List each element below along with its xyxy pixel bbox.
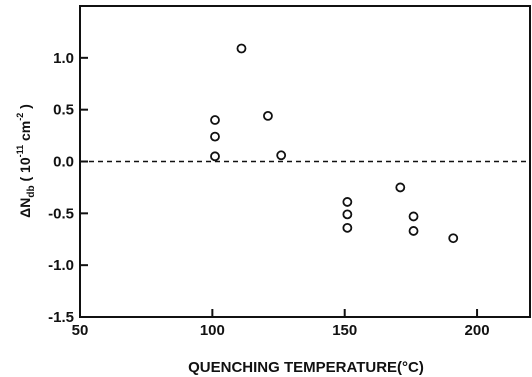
y-axis-title-prefix: ΔN — [17, 198, 33, 218]
data-point — [263, 110, 273, 121]
y-tick-label: 0.5 — [53, 102, 74, 119]
x-axis-ticks: 50 100 150 200 — [72, 309, 490, 339]
data-point — [408, 226, 419, 236]
data-point — [210, 131, 220, 142]
y-tick-label: -1.5 — [48, 309, 74, 326]
data-point — [276, 150, 287, 161]
data-point — [210, 115, 220, 125]
y-tick-label: 1.0 — [53, 50, 74, 67]
y-tick-label: -0.5 — [48, 205, 74, 222]
y-axis-title-unit-close: ) — [17, 104, 33, 113]
data-points — [210, 43, 459, 244]
x-tick-label: 50 — [72, 322, 89, 339]
x-tick-label: 150 — [332, 322, 357, 339]
x-tick-label: 100 — [200, 322, 225, 339]
y-axis-title-exp2: -2 — [15, 113, 25, 121]
data-point — [395, 182, 406, 193]
data-point — [342, 209, 353, 220]
y-axis-title: ΔNdb ( 10-11 cm-2 ) — [15, 104, 37, 218]
y-tick-label: -1.0 — [48, 257, 74, 274]
y-axis-title-subscript: db — [26, 185, 37, 197]
x-axis-title: QUENCHING TEMPERATURE(°C) — [188, 359, 424, 376]
data-point — [448, 233, 459, 244]
data-point — [210, 151, 220, 162]
y-axis-title-unit-mid: cm — [17, 121, 33, 145]
data-point — [236, 43, 247, 54]
y-axis-title-unit-open: ( 10 — [17, 157, 33, 185]
y-axis-ticks: -1.5 -1.0 -0.5 0.0 0.5 1.0 — [48, 50, 88, 326]
data-point — [342, 222, 353, 233]
y-axis-title-exp1: -11 — [15, 145, 25, 158]
y-tick-label: 0.0 — [53, 154, 74, 171]
x-tick-label: 200 — [465, 322, 490, 339]
data-point — [342, 197, 353, 207]
svg-text:ΔNdb ( 10-11 cm-2 ): ΔNdb ( 10-11 cm-2 ) — [15, 104, 37, 218]
data-point — [408, 211, 419, 222]
